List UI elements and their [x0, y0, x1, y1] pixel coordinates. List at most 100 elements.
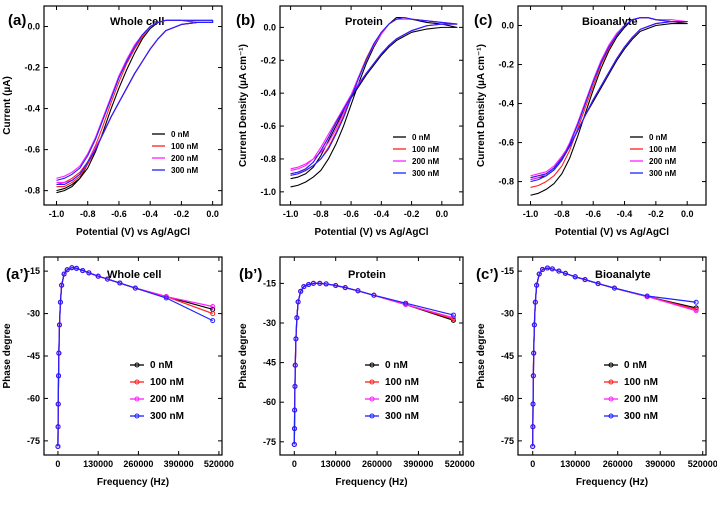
- data-point: [292, 362, 298, 368]
- plot-area: [291, 280, 456, 447]
- legend-label: 100 nM: [385, 377, 419, 388]
- panel-label: (a): [8, 12, 26, 29]
- legend-marker: [608, 379, 614, 385]
- legend-label: 100 nM: [412, 145, 439, 154]
- x-tick-label: 0.0: [436, 209, 449, 219]
- x-tick-label: 520000: [204, 459, 234, 469]
- legend-label: 200 nM: [150, 394, 184, 405]
- series-line-200-nM: [530, 17, 688, 181]
- x-tick-label: 260000: [362, 459, 392, 469]
- data-point: [323, 281, 329, 287]
- data-point: [342, 285, 348, 291]
- data-point: [301, 284, 307, 290]
- y-tick-label: -60: [263, 397, 276, 407]
- x-tick-label: 260000: [123, 459, 153, 469]
- legend: 0 nM 100 nM 200 nM 300 nM: [393, 133, 439, 178]
- y-tick-label: -45: [27, 351, 40, 361]
- y-tick-label: -1.0: [260, 187, 276, 197]
- series-line-300-nM: [57, 267, 213, 447]
- legend-label: 100 nM: [624, 377, 658, 388]
- panel-title: Bioanalyte: [595, 269, 651, 281]
- data-point: [333, 283, 339, 289]
- panel-title: Protein: [348, 269, 386, 281]
- legend-label: 300 nM: [412, 169, 439, 178]
- y-tick-label: 0.0: [27, 22, 40, 32]
- legend-label: 200 nM: [385, 394, 419, 405]
- y-axis-label: Current Density (µA cm⁻¹): [238, 44, 249, 167]
- data-point: [294, 315, 300, 321]
- y-tick-label: -75: [27, 436, 40, 446]
- data-point: [310, 280, 316, 286]
- x-tick-label: -0.6: [343, 209, 359, 219]
- data-point: [293, 336, 299, 342]
- legend-label: 0 nM: [171, 130, 190, 139]
- panel-label: (c’): [476, 266, 499, 283]
- series-line-300-nM: [290, 16, 458, 176]
- y-tick-label: -0.6: [24, 145, 40, 155]
- x-tick-label: 390000: [645, 459, 675, 469]
- legend: 0 nM 100 nM 200 nM 300 nM: [630, 133, 676, 178]
- series-line-200-nM: [532, 267, 697, 447]
- x-tick-label: -0.4: [142, 209, 158, 219]
- legend-label: 0 nM: [150, 360, 173, 371]
- plot-frame: [279, 256, 464, 456]
- legend-label: 300 nM: [624, 411, 658, 422]
- legend-label: 0 nM: [412, 133, 431, 142]
- legend: 0 nM 100 nM 200 nM 300 nM: [152, 130, 198, 175]
- x-axis-label: Frequency (Hz): [335, 477, 407, 488]
- panel-label: (b’): [239, 266, 262, 283]
- y-tick-label: -15: [27, 266, 40, 276]
- legend-label: 200 nM: [412, 157, 439, 166]
- y-tick-label: -30: [27, 309, 40, 319]
- data-point: [55, 424, 61, 430]
- series-line-0-nM: [57, 267, 213, 447]
- y-tick-label: -0.8: [260, 154, 276, 164]
- data-point: [572, 274, 578, 280]
- data-point: [291, 441, 297, 447]
- data-point: [56, 373, 62, 379]
- legend: 0 nM 100 nM 200 nM 300 nM: [130, 360, 184, 422]
- legend-label: 100 nM: [649, 145, 676, 154]
- plot-frame: [43, 5, 223, 206]
- y-tick-label: -15: [263, 278, 276, 288]
- plot-area: [530, 265, 699, 450]
- data-point: [450, 312, 456, 318]
- legend-label: 200 nM: [624, 394, 658, 405]
- legend-marker: [134, 413, 140, 419]
- x-tick-label: 0: [55, 459, 60, 469]
- data-point: [291, 426, 297, 432]
- data-point: [534, 282, 540, 288]
- x-tick-label: 260000: [603, 459, 633, 469]
- y-axis-label: Phase degree: [476, 323, 487, 388]
- y-tick-label: -60: [27, 393, 40, 403]
- y-tick-label: -60: [501, 393, 514, 403]
- data-point: [64, 267, 70, 273]
- data-point: [549, 266, 555, 272]
- data-point: [295, 299, 301, 305]
- data-point: [355, 288, 361, 294]
- y-tick-label: 0.0: [263, 22, 276, 32]
- x-tick-label: 0.0: [681, 209, 694, 219]
- x-tick-label: 390000: [403, 459, 433, 469]
- data-point: [531, 350, 537, 356]
- y-tick-label: -0.6: [498, 138, 514, 148]
- data-point: [292, 407, 298, 413]
- data-point: [530, 444, 536, 450]
- x-tick-label: 0.0: [206, 209, 219, 219]
- x-tick-label: -1.0: [283, 209, 299, 219]
- series-line-200-nM: [57, 267, 213, 447]
- x-tick-label: 390000: [164, 459, 194, 469]
- x-tick-label: 0: [530, 459, 535, 469]
- data-point: [298, 288, 304, 294]
- data-point: [117, 280, 123, 286]
- panel-c: -1.0 -0.8 -0.6 -0.4 -0.2 0.0 -0.8 -0.6 -0.4 -0.2 0…: [474, 5, 707, 238]
- plot-frame: [517, 5, 707, 206]
- data-point: [132, 285, 138, 291]
- legend-label: 100 nM: [150, 377, 184, 388]
- x-tick-label: 0: [292, 459, 297, 469]
- legend-marker: [608, 413, 614, 419]
- x-tick-label: -0.8: [554, 209, 570, 219]
- x-tick-label: -1.0: [523, 209, 539, 219]
- series-line-0-nM: [290, 16, 458, 188]
